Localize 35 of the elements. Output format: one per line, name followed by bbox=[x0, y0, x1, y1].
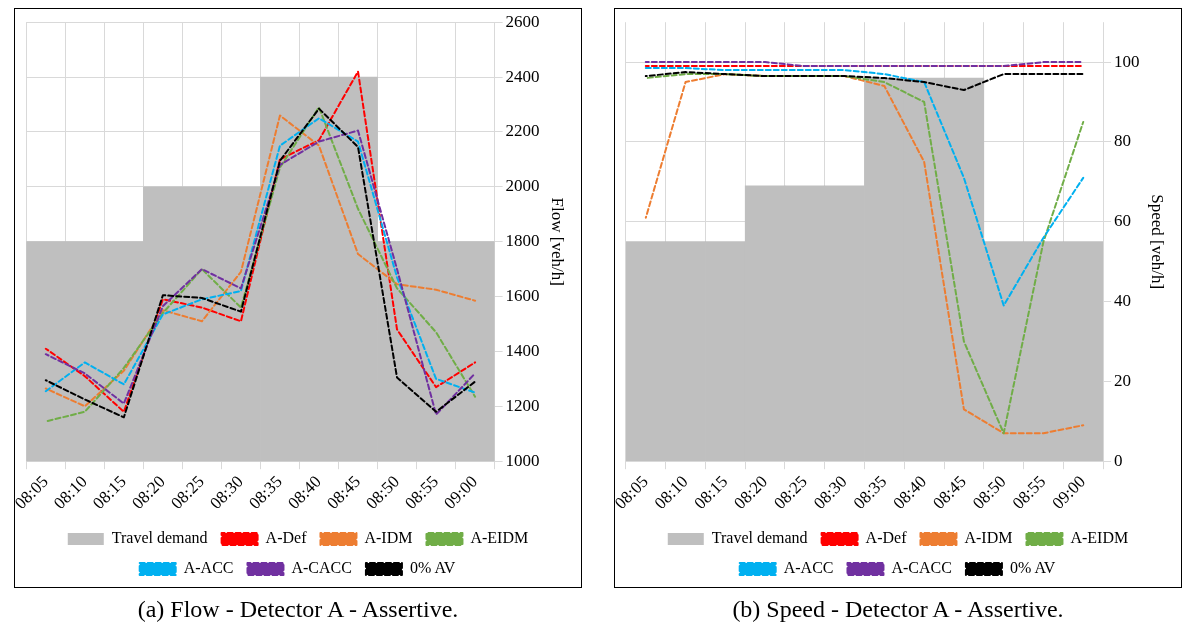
y-tick-label: 2400 bbox=[505, 66, 540, 86]
y-tick-label: 1000 bbox=[505, 450, 540, 470]
legend-label: 0% AV bbox=[1009, 559, 1056, 577]
y-tick-label: 0 bbox=[1114, 450, 1123, 470]
y-tick-label: 1600 bbox=[505, 286, 540, 306]
y-tick-label: 2600 bbox=[505, 11, 540, 31]
y-tick-label: 2000 bbox=[505, 176, 540, 196]
legend-label: A-IDM bbox=[964, 529, 1013, 547]
y-tick-label: 20 bbox=[1114, 370, 1132, 390]
legend-label: Travel demand bbox=[111, 529, 208, 547]
y-tick-label: 1200 bbox=[505, 395, 540, 415]
y-tick-label: 100 bbox=[1114, 51, 1140, 71]
legend-label: A-ACC bbox=[783, 559, 834, 577]
y-axis-title: Speed [veh/h] bbox=[1148, 194, 1168, 290]
legend-label: Travel demand bbox=[711, 529, 808, 547]
legend-label: 0% AV bbox=[409, 559, 456, 577]
text: (a) Flow - Detector A - Assertive. bbox=[137, 596, 459, 623]
y-tick-label: 1800 bbox=[505, 231, 540, 251]
legend-label: A-ACC bbox=[183, 559, 234, 577]
line-series bbox=[644, 71, 1085, 92]
y-tick-label: 40 bbox=[1114, 291, 1132, 311]
legend-label: A-Def bbox=[865, 529, 908, 547]
legend-label: A-CACC bbox=[291, 559, 352, 577]
y-tick-label: 2200 bbox=[505, 121, 540, 141]
y-axis-title: Flow [veh/h] bbox=[548, 197, 568, 286]
legend-label: A-IDM bbox=[364, 529, 413, 547]
y-tick-label: 60 bbox=[1114, 211, 1132, 231]
line-series bbox=[644, 67, 1085, 307]
legend-label: A-CACC bbox=[891, 559, 952, 577]
legend-label: A-Def bbox=[265, 529, 308, 547]
legend-label: A-EIDM bbox=[1070, 529, 1129, 547]
y-tick-label: 80 bbox=[1114, 131, 1132, 151]
text: (b) Speed - Detector A - Assertive. bbox=[732, 596, 1064, 623]
legend-label: A-EIDM bbox=[470, 529, 529, 547]
y-tick-label: 1400 bbox=[505, 340, 540, 360]
